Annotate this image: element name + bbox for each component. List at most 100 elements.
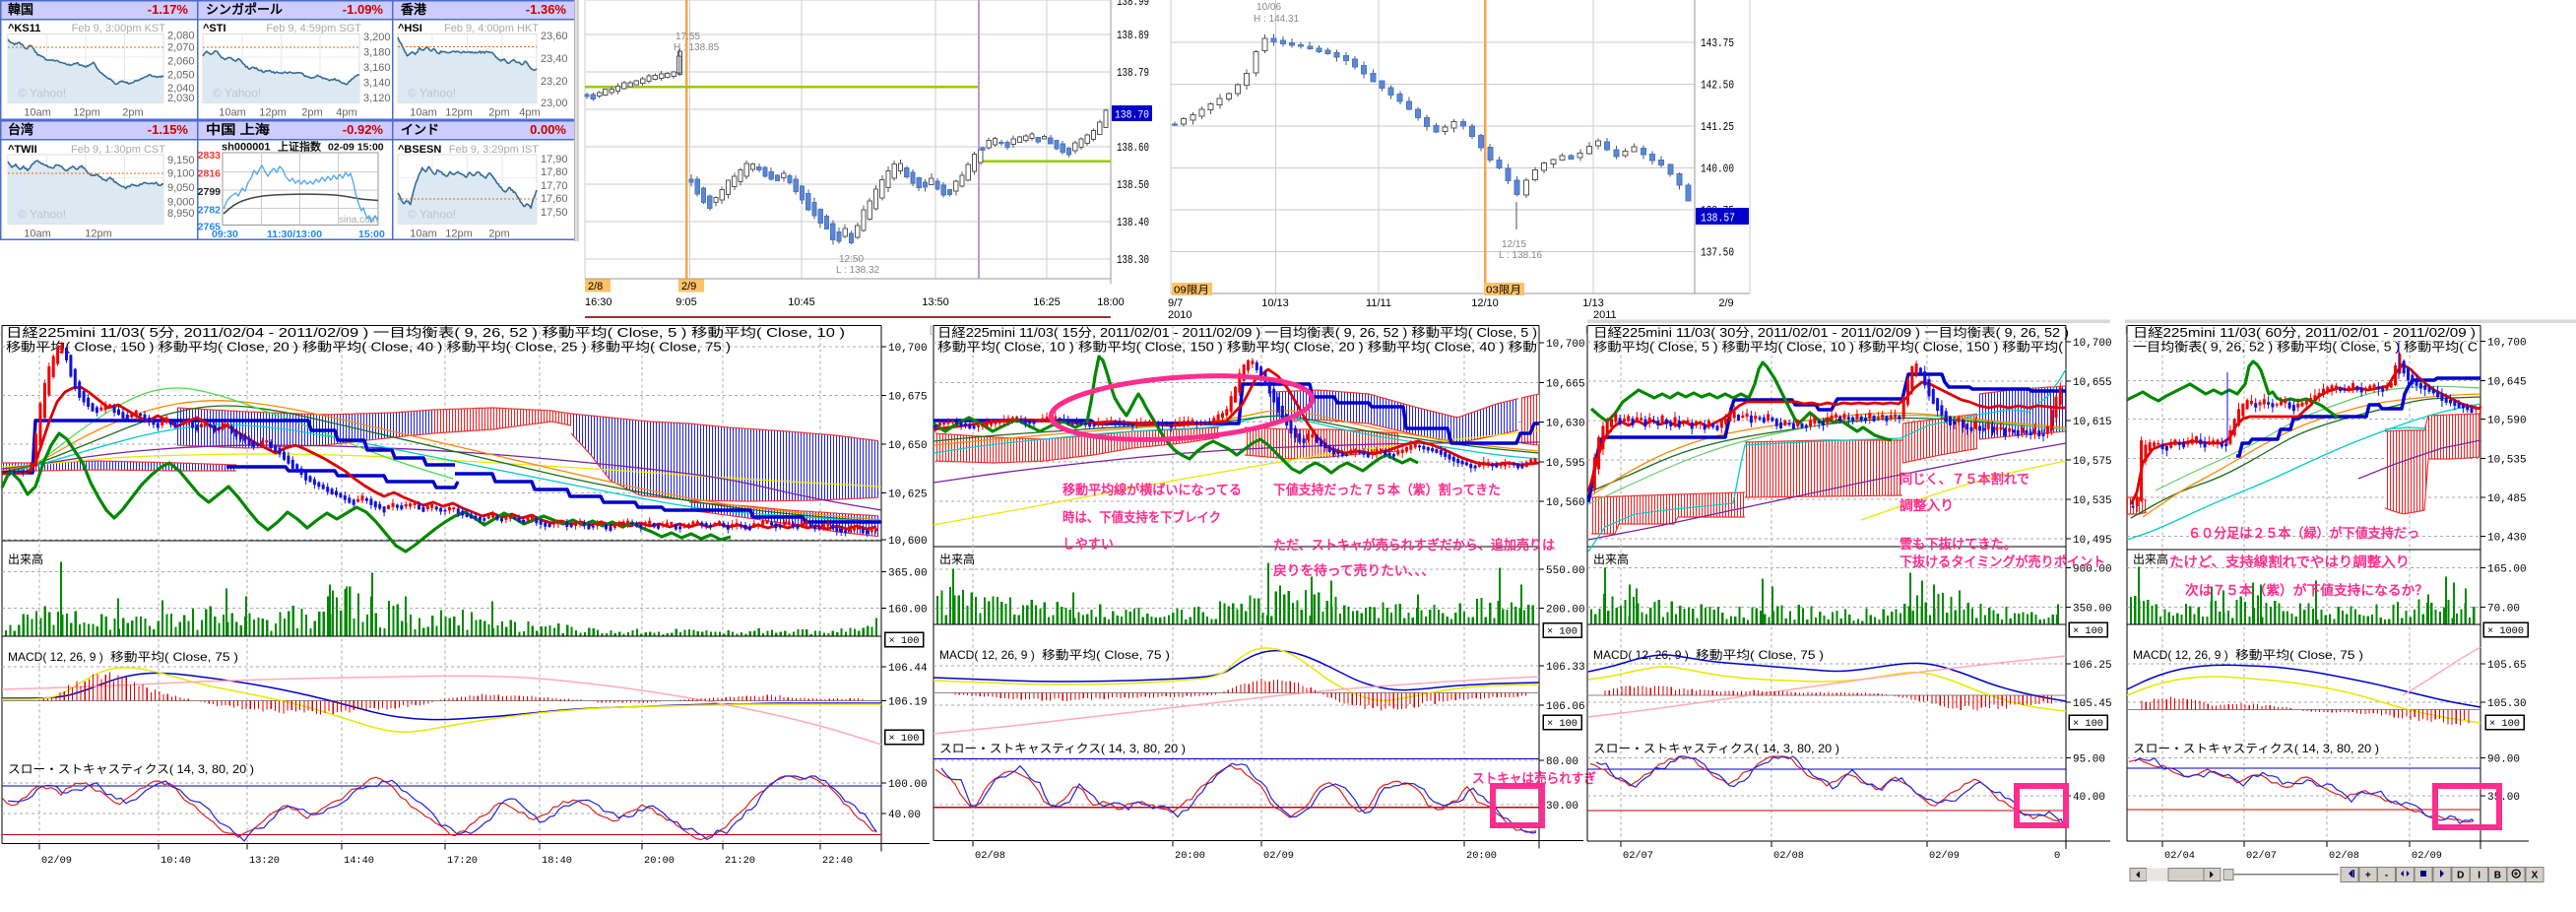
svg-text:© Yahoo!: © Yahoo! [18, 208, 66, 222]
svg-text:台湾: 台湾 [8, 122, 33, 137]
svg-text:© Yahoo!: © Yahoo! [213, 87, 261, 100]
svg-text:移動平均( Close, 75 ): 移動平均( Close, 75 ) [110, 650, 238, 664]
svg-text:365.00: 365.00 [888, 568, 928, 580]
svg-text:17,70: 17,70 [541, 180, 568, 192]
svg-text:スロー・ストキャスティクス( 14, 3, 80, 20 ): スロー・ストキャスティクス( 14, 3, 80, 20 ) [2133, 742, 2379, 755]
svg-text:137.50: 137.50 [1701, 247, 1734, 260]
svg-text:時は、下値支持を下ブレイク: 時は、下値支持を下ブレイク [1063, 509, 1221, 525]
svg-text:23,20: 23,20 [541, 76, 568, 88]
svg-text:02/09: 02/09 [41, 855, 72, 867]
svg-text:02/08: 02/08 [2329, 850, 2359, 862]
svg-text:たけど、支持線割れでやはり調整入り: たけど、支持線割れでやはり調整入り [2169, 554, 2410, 569]
svg-text:70.00: 70.00 [2487, 603, 2520, 615]
svg-text:MACD( 12, 26, 9 ): MACD( 12, 26, 9 ) [2133, 648, 2228, 662]
svg-text:+: + [2365, 871, 2371, 881]
svg-text:10,700: 10,700 [2487, 337, 2527, 349]
svg-text:[: [ [1585, 325, 1588, 336]
svg-text:香港: 香港 [400, 2, 427, 17]
svg-text:[: [ [2125, 325, 2128, 336]
svg-text:MACD( 12, 26, 9 ): MACD( 12, 26, 9 ) [939, 648, 1035, 662]
svg-text:143.75: 143.75 [1701, 37, 1734, 50]
svg-text:2pm: 2pm [301, 107, 322, 119]
svg-text:© Yahoo!: © Yahoo! [18, 87, 66, 100]
svg-text:2/8: 2/8 [588, 281, 603, 293]
svg-text:30.00: 30.00 [1546, 801, 1578, 813]
svg-text:17:20: 17:20 [447, 855, 478, 867]
svg-text:350.00: 350.00 [2073, 603, 2112, 615]
svg-text:雲も下抜けてきた。: 雲も下抜けてきた。 [1900, 536, 2017, 552]
svg-text:スロー・ストキャスティクス( 14, 3, 80, 20 ): スロー・ストキャスティクス( 14, 3, 80, 20 ) [939, 742, 1186, 755]
svg-text:移動平均( Close, 75 ): 移動平均( Close, 75 ) [1042, 648, 1170, 662]
svg-text:10,595: 10,595 [1546, 458, 1585, 470]
svg-text:10,600: 10,600 [888, 536, 928, 548]
svg-text:© Yahoo!: © Yahoo! [408, 87, 456, 100]
svg-text:B: B [2494, 871, 2501, 881]
svg-text:X: X [2532, 871, 2539, 881]
svg-text:17:55: 17:55 [676, 32, 700, 42]
svg-text:移動平均( Close, 75 ): 移動平均( Close, 75 ) [2235, 648, 2363, 662]
svg-text:戻りを待って売りたい、、、: 戻りを待って売りたい、、、 [1273, 562, 1435, 578]
svg-text:10,700: 10,700 [1546, 339, 1585, 351]
svg-text:10/13: 10/13 [1261, 297, 1289, 309]
svg-text:10/06: 10/06 [1256, 2, 1281, 13]
svg-text:10,495: 10,495 [2073, 535, 2112, 547]
svg-text:02/09: 02/09 [1263, 850, 1294, 862]
svg-text:18:00: 18:00 [1097, 296, 1125, 308]
svg-text:9,000: 9,000 [167, 197, 195, 209]
svg-text:160.00: 160.00 [888, 605, 928, 617]
svg-text:40.00: 40.00 [888, 810, 921, 821]
svg-text:9,050: 9,050 [167, 182, 195, 194]
svg-text:^TWII: ^TWII [8, 144, 37, 156]
svg-text:-: - [2385, 871, 2388, 881]
svg-text:12pm: 12pm [259, 107, 287, 119]
svg-text:3,160: 3,160 [363, 62, 391, 74]
svg-text:141.25: 141.25 [1701, 121, 1734, 134]
svg-text:09限月: 09限月 [1174, 285, 1209, 296]
svg-text:18:40: 18:40 [542, 855, 572, 867]
svg-text:10am: 10am [219, 107, 246, 119]
svg-text:16:25: 16:25 [1033, 296, 1061, 308]
svg-text:６０分足は２５本（緑）が下値支持だっ: ６０分足は２５本（緑）が下値支持だっ [2188, 525, 2419, 541]
svg-text:22:40: 22:40 [822, 855, 853, 867]
svg-text:-0.92%: -0.92% [343, 122, 384, 137]
svg-text:MACD( 12, 26, 9 ): MACD( 12, 26, 9 ) [1593, 648, 1689, 662]
svg-text:10am: 10am [410, 228, 437, 240]
svg-text:10,535: 10,535 [2073, 495, 2112, 507]
svg-text:下値支持だった７５本（紫）割ってきた: 下値支持だった７５本（紫）割ってきた [1273, 482, 1501, 497]
svg-text:106.33: 106.33 [1546, 662, 1585, 674]
svg-text:11/11: 11/11 [1366, 297, 1391, 309]
svg-text:2799: 2799 [198, 186, 222, 198]
svg-text:10:45: 10:45 [788, 296, 815, 308]
svg-text:900.00: 900.00 [2073, 564, 2112, 576]
svg-text:10,590: 10,590 [2487, 416, 2527, 427]
svg-text:10am: 10am [24, 228, 51, 240]
svg-text:13:20: 13:20 [249, 855, 280, 867]
svg-text:12/10: 12/10 [1471, 297, 1499, 309]
svg-text:10,655: 10,655 [2073, 377, 2112, 389]
svg-text:9,100: 9,100 [167, 168, 195, 180]
svg-text:Feb 9, 1:30pm CST: Feb 9, 1:30pm CST [71, 144, 165, 156]
svg-text:95.00: 95.00 [2073, 753, 2105, 765]
svg-text:02/04: 02/04 [2164, 850, 2195, 862]
svg-text:105.30: 105.30 [2487, 698, 2527, 710]
svg-text:10,700: 10,700 [888, 343, 928, 355]
svg-text:日経225mini 11/03( 30分, 2011/02/: 日経225mini 11/03( 30分, 2011/02/01 - 2011/… [1593, 326, 2069, 340]
svg-text:9/7: 9/7 [1168, 297, 1183, 309]
svg-text:出来高: 出来高 [1593, 552, 1629, 566]
svg-text:550.00: 550.00 [1546, 565, 1585, 577]
svg-text:10,560: 10,560 [1546, 497, 1585, 509]
svg-text:-1.15%: -1.15% [148, 122, 189, 137]
svg-text:© Yahoo!: © Yahoo! [408, 208, 456, 222]
svg-text:23,40: 23,40 [541, 53, 568, 65]
svg-text:ストキャは売られすぎ: ストキャは売られすぎ [1472, 770, 1596, 786]
svg-text:12pm: 12pm [73, 107, 100, 119]
svg-text:H : 144.31: H : 144.31 [1254, 14, 1300, 25]
svg-text:90.00: 90.00 [2487, 753, 2520, 765]
svg-text:出来高: 出来高 [939, 552, 975, 566]
svg-text:3,200: 3,200 [363, 32, 391, 43]
svg-text:日経225mini 11/03( 5分, 2011/02/0: 日経225mini 11/03( 5分, 2011/02/04 - 2011/0… [6, 326, 845, 340]
svg-text:[: [ [930, 325, 933, 336]
svg-text:10,535: 10,535 [2487, 454, 2527, 466]
svg-text:^STI: ^STI [203, 23, 226, 34]
svg-text:10,615: 10,615 [2073, 417, 2112, 428]
